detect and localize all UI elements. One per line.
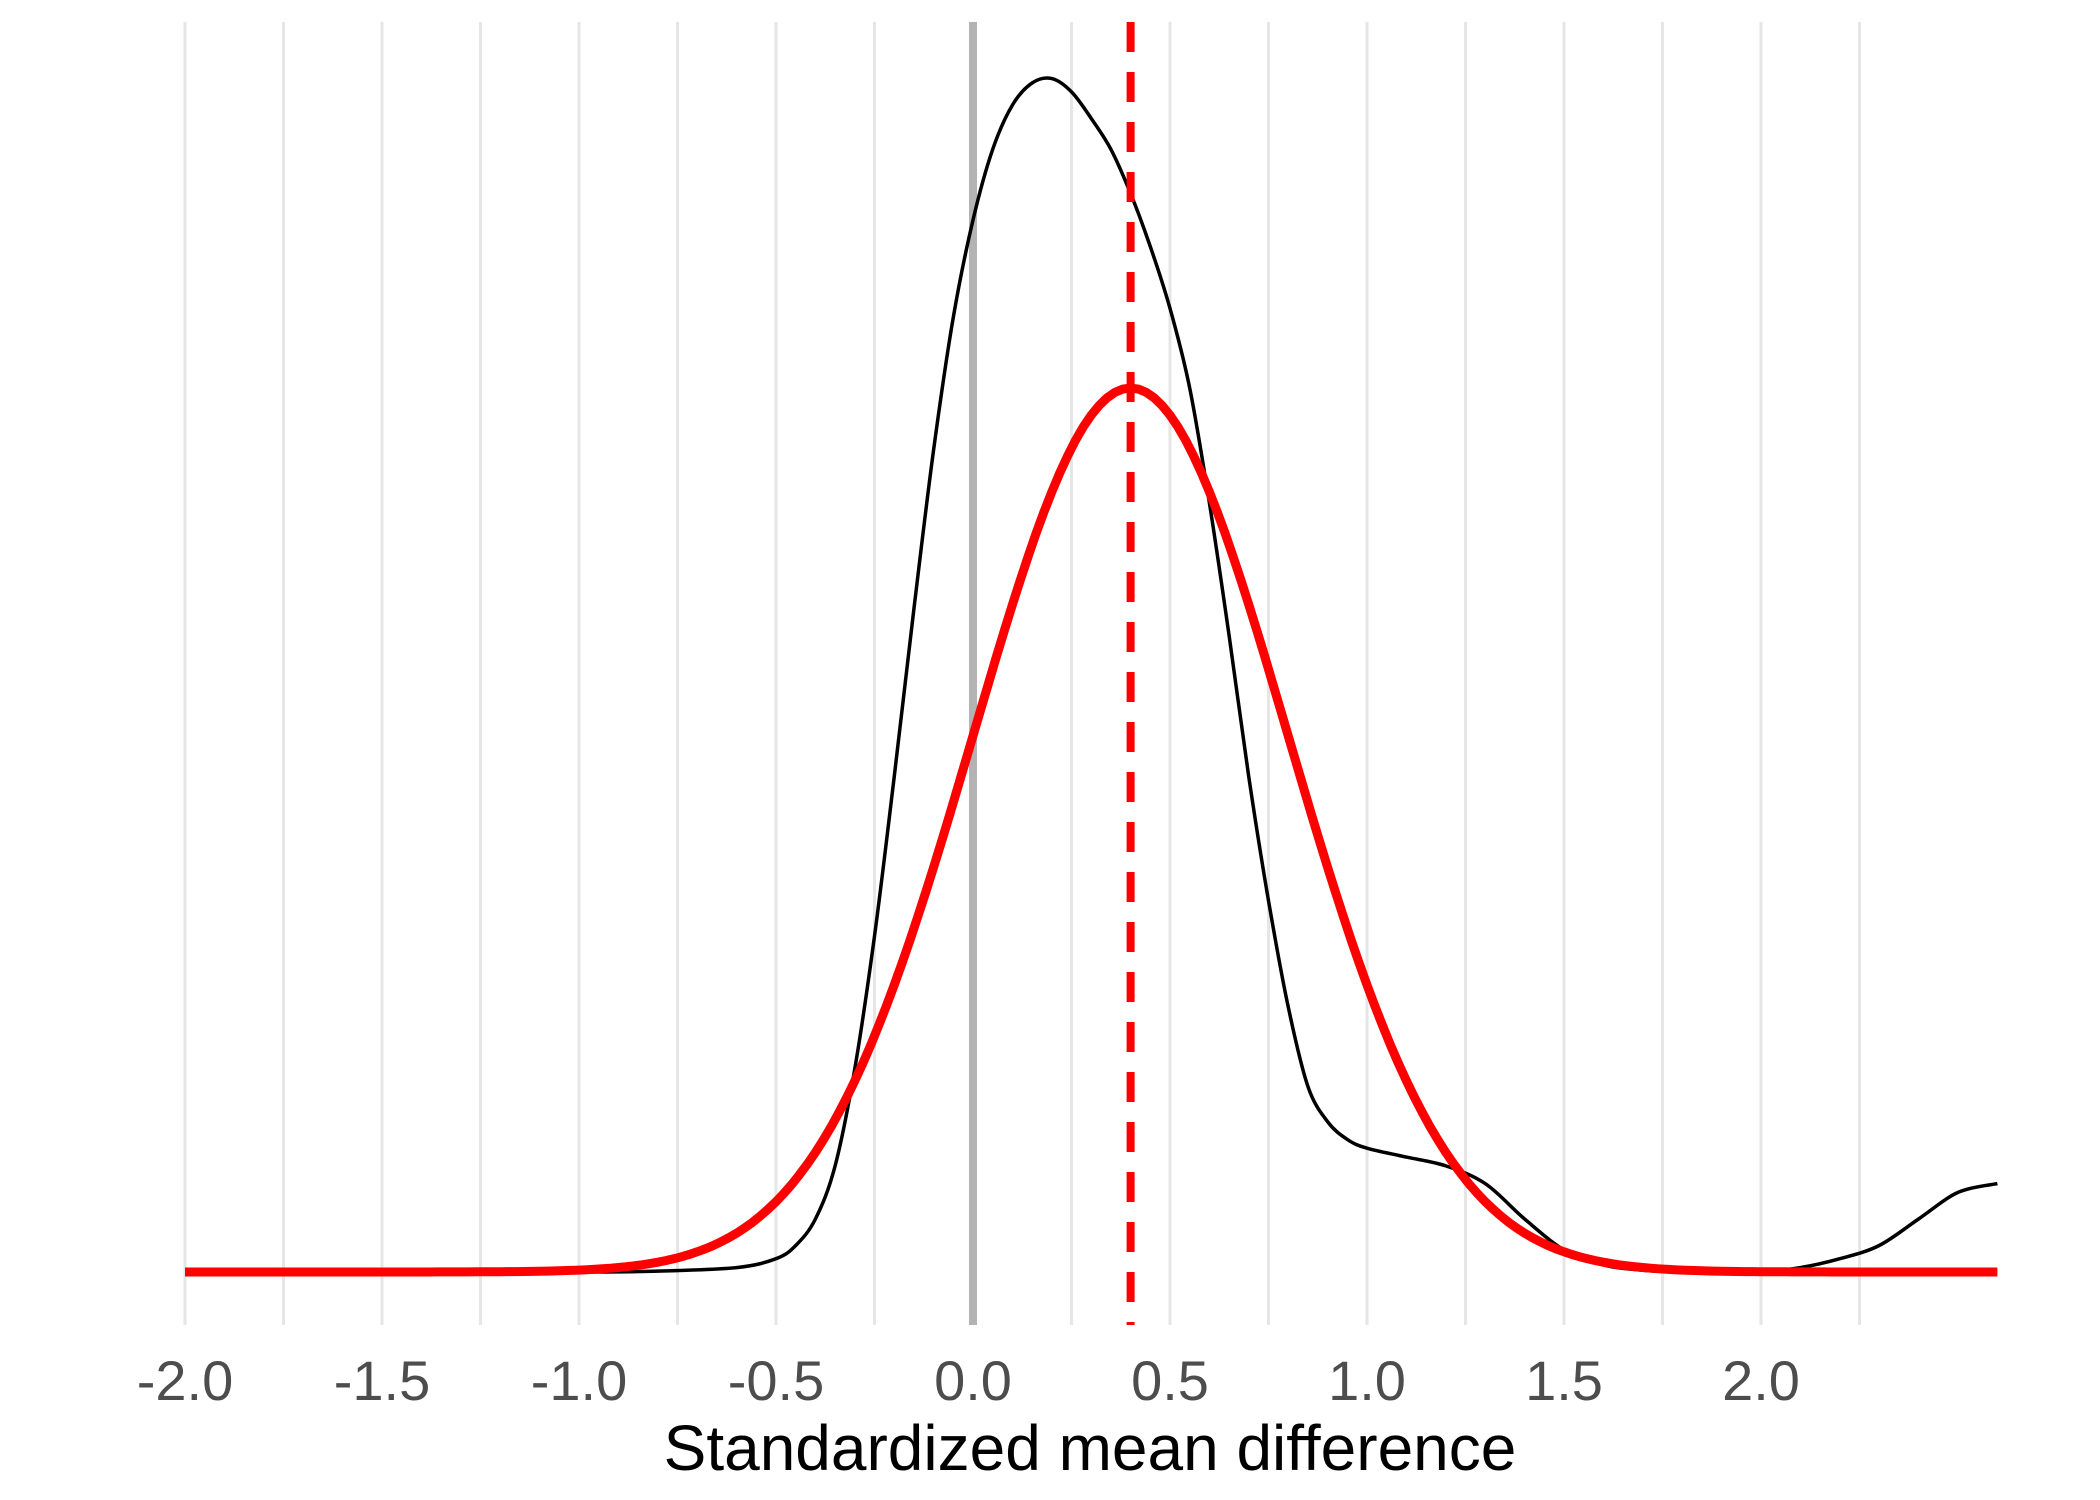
x-tick-labels: -2.0 -1.5 -1.0 -0.5 0.0 0.5 1.0 1.5 2.0	[137, 1349, 1800, 1412]
x-tick-label: -0.5	[728, 1349, 825, 1412]
empirical-density-curve	[185, 76, 1998, 1275]
grid-lines	[183, 22, 1861, 1325]
x-tick-label: 0.0	[934, 1349, 1012, 1412]
x-tick-label: 2.0	[1722, 1349, 1800, 1412]
x-tick-label: -1.5	[334, 1349, 431, 1412]
x-tick-label: 0.5	[1131, 1349, 1209, 1412]
x-tick-label: 1.0	[1328, 1349, 1406, 1412]
x-tick-label: -1.0	[531, 1349, 628, 1412]
normal-density-curve	[185, 383, 1998, 1277]
x-tick-label: 1.5	[1525, 1349, 1603, 1412]
x-tick-label: -2.0	[137, 1349, 234, 1412]
x-axis-title: Standardized mean difference	[664, 1412, 1517, 1484]
